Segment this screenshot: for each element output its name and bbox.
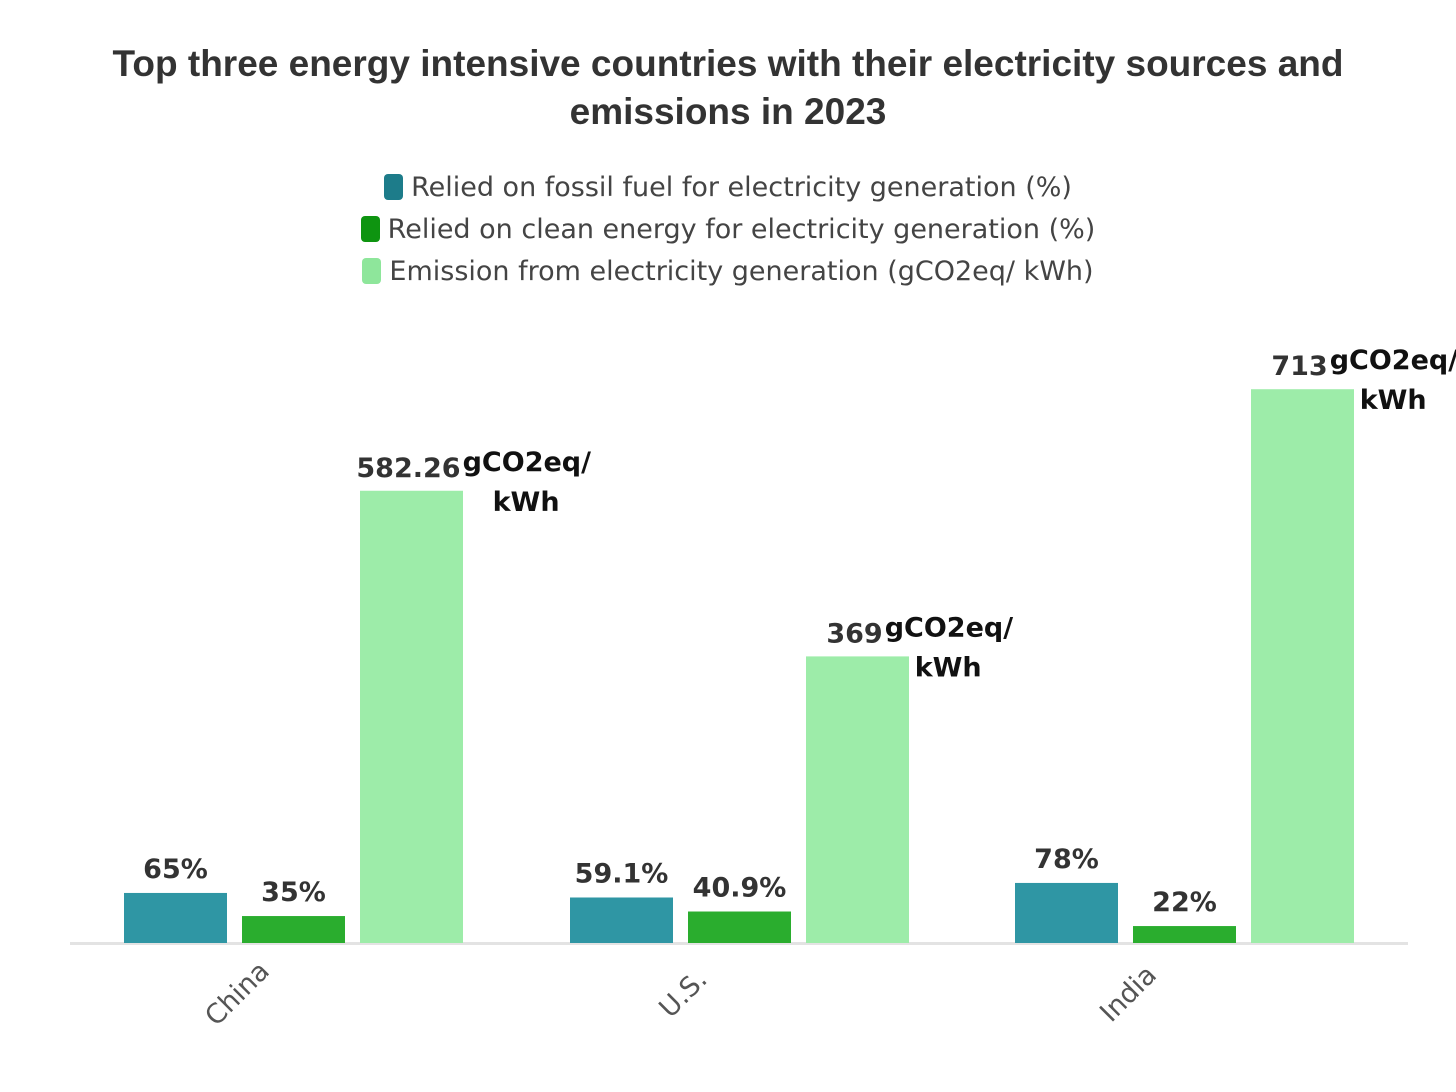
data-label-emission-india: 713: [1271, 351, 1327, 382]
bar-fossil-india[interactable]: [1015, 882, 1118, 943]
unit-label-line1-china: gCO2eq/: [463, 447, 592, 478]
unit-label-line2-china: kWh: [493, 487, 560, 518]
data-label-emission-us: 369: [826, 618, 882, 649]
bar-fossil-china[interactable]: [124, 892, 227, 943]
data-label-emission-china: 582.26: [356, 453, 460, 484]
legend-item-clean[interactable]: Relied on clean energy for electricity g…: [0, 208, 1456, 250]
bar-emission-india[interactable]: [1251, 389, 1354, 943]
data-label-clean-us: 40.9%: [693, 873, 787, 904]
bar-emission-china[interactable]: [360, 490, 463, 943]
category-label-china: China: [199, 956, 275, 1032]
legend-item-emission[interactable]: Emission from electricity generation (gC…: [0, 250, 1456, 292]
legend-label-emission: Emission from electricity generation (gC…: [389, 255, 1094, 287]
category-label-us: U.S.: [653, 964, 713, 1024]
data-label-fossil-us: 59.1%: [575, 858, 669, 889]
data-label-fossil-india: 78%: [1034, 844, 1099, 875]
chart-title-line-2: emissions in 2023: [569, 91, 887, 132]
bar-fossil-us[interactable]: [570, 897, 673, 943]
data-label-clean-china: 35%: [261, 877, 326, 908]
legend-swatch-clean: [360, 216, 380, 242]
legend: Relied on fossil fuel for electricity ge…: [0, 166, 1456, 292]
chart-title: Top three energy intensive countries wit…: [0, 40, 1456, 136]
category-label-india: India: [1094, 960, 1163, 1029]
chart-title-line-1: Top three energy intensive countries wit…: [112, 43, 1344, 84]
unit-label-line2-us: kWh: [915, 652, 982, 683]
unit-label-line2-india: kWh: [1360, 385, 1427, 416]
unit-label-line1-india: gCO2eq/: [1330, 345, 1456, 376]
bar-clean-china[interactable]: [242, 916, 345, 943]
data-label-clean-india: 22%: [1152, 887, 1217, 918]
legend-swatch-fossil: [384, 174, 404, 200]
data-label-fossil-china: 65%: [143, 854, 208, 885]
bar-clean-india[interactable]: [1133, 926, 1236, 943]
unit-label-line1-us: gCO2eq/: [885, 612, 1014, 643]
legend-label-fossil: Relied on fossil fuel for electricity ge…: [411, 171, 1072, 203]
legend-label-clean: Relied on clean energy for electricity g…: [387, 213, 1096, 245]
legend-swatch-emission: [362, 258, 382, 284]
bar-emission-us[interactable]: [806, 656, 909, 943]
legend-item-fossil[interactable]: Relied on fossil fuel for electricity ge…: [0, 166, 1456, 208]
bar-clean-us[interactable]: [688, 911, 791, 943]
